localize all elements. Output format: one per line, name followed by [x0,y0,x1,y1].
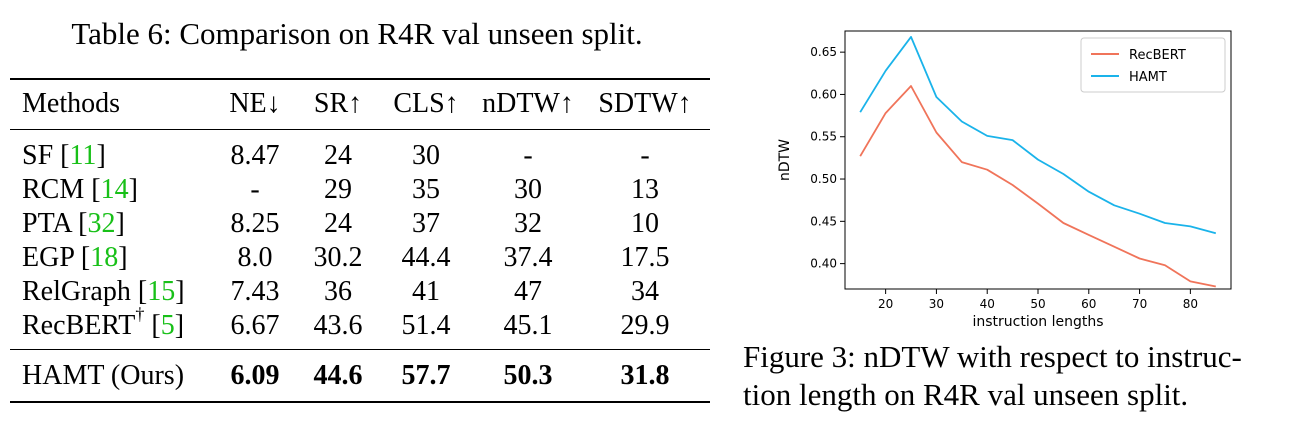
ndtw-value: 30 [514,174,542,205]
y-tick-label: 0.45 [810,214,837,228]
table-row: SF [11] 8.47 24 30 - - [10,138,710,174]
ne-value: 8.25 [230,208,280,239]
ndtw-value: - [523,140,533,171]
table-row: RelGraph [15] 7.43 36 41 47 34 [10,274,710,310]
sr-value: 44.6 [313,360,363,391]
ne-value: 8.0 [237,242,273,273]
ne-value: 6.67 [230,310,280,341]
header-ne: NE↓ [229,88,281,119]
y-tick-label: 0.55 [810,130,837,144]
results-table: Table 6: Comparison on R4R val unseen sp… [10,16,710,403]
ndtw-value: 32 [514,208,542,239]
table-row: RCM [14] - 29 35 30 13 [10,172,710,208]
table-mid-rule [10,349,710,350]
ne-value: - [250,174,260,205]
sdtw-value: 29.9 [620,310,670,341]
cls-value: 57.7 [401,360,451,391]
table-header-rule [10,129,710,130]
citation-link[interactable]: 11 [69,140,97,171]
cls-value: 37 [412,208,440,239]
table-header-row: Methods NE↓ SR↑ CLS↑ nDTW↑ SDTW↑ [10,86,710,122]
table-row: PTA [32] 8.25 24 37 32 10 [10,206,710,242]
method-name: RCM [14] [22,174,138,205]
header-methods: Methods [22,88,120,119]
figure-3: 20 30 40 50 60 70 80 0.40 0.45 0.50 0.55 0.60 0.65 in… [735,0,1312,425]
ndtw-value: 37.4 [503,242,553,273]
dagger-mark: † [135,304,145,324]
x-tick-label: 60 [1081,297,1096,311]
ne-value: 8.47 [230,140,280,171]
x-tick-label: 50 [1030,297,1045,311]
legend-label: RecBERT [1129,48,1186,63]
method-name: PTA [32] [22,208,125,239]
cls-value: 41 [412,276,440,307]
y-tick-label: 0.40 [810,257,837,271]
citation-link[interactable]: 32 [87,208,116,239]
sr-value: 29 [324,174,352,205]
table-row-ours: HAMT (Ours) 6.09 44.6 57.7 50.3 31.8 [10,358,710,394]
ndtw-value: 50.3 [503,360,553,391]
cls-value: 44.4 [401,242,451,273]
method-name: HAMT (Ours) [22,360,185,391]
method-name: EGP [18] [22,242,128,273]
citation-link[interactable]: 18 [90,242,119,273]
x-tick-label: 30 [929,297,944,311]
x-axis-label: instruction lengths [972,314,1103,330]
x-tick-label: 70 [1132,297,1147,311]
table-row: RecBERT† [5] 6.67 43.6 51.4 45.1 29.9 [10,304,710,344]
citation-link[interactable]: 15 [147,276,176,307]
cls-value: 35 [412,174,440,205]
header-sr: SR↑ [313,88,363,119]
series-line-recbert [859,85,1216,288]
ne-value: 6.09 [230,360,280,391]
sdtw-value: 31.8 [620,360,670,391]
method-name: SF [11] [22,140,106,171]
citation-link[interactable]: 5 [160,310,175,341]
figure-caption-line1: Figure 3: nDTW with respect to instruc- [743,339,1242,374]
ndtw-value: 45.1 [503,310,553,341]
method-name: RecBERT† [5] [22,304,185,341]
header-sdtw: SDTW↑ [598,88,692,119]
ndtw-value: 47 [514,276,542,307]
sr-value: 24 [324,208,352,239]
legend-box [1080,37,1226,93]
figure-caption: Figure 3: nDTW with respect to instruc- … [743,338,1303,414]
sr-value: 24 [324,140,352,171]
y-axis-label: nDTW [777,139,793,181]
x-tick-label: 40 [980,297,995,311]
x-tick-label: 80 [1183,297,1198,311]
method-name: RelGraph [15] [22,276,185,307]
sdtw-value: 34 [631,276,659,307]
ne-value: 7.43 [230,276,280,307]
legend-label: HAMT [1129,70,1167,85]
y-tick-label: 0.65 [810,45,837,59]
citation-link[interactable]: 14 [100,174,129,205]
y-tick-label: 0.60 [810,87,837,101]
sdtw-value: - [640,140,650,171]
sr-value: 30.2 [313,242,363,273]
sdtw-value: 10 [631,208,659,239]
table-bottom-rule [10,401,710,403]
sr-value: 36 [324,276,352,307]
header-ndtw: nDTW↑ [482,88,574,119]
series-line-hamt [859,36,1217,235]
y-tick-label: 0.50 [810,172,837,186]
cls-value: 51.4 [401,310,451,341]
sdtw-value: 17.5 [620,242,670,273]
header-cls: CLS↑ [393,88,459,119]
cls-value: 30 [412,140,440,171]
sdtw-value: 13 [631,174,659,205]
table-top-rule [10,78,710,80]
x-tick-label: 20 [878,297,893,311]
figure-caption-line2: tion length on R4R val unseen split. [743,377,1189,412]
table-caption: Table 6: Comparison on R4R val unseen sp… [71,16,643,51]
sr-value: 43.6 [313,310,363,341]
ndtw-line-chart: 20 30 40 50 60 70 80 0.40 0.45 0.50 0.55 0.60 0.65 in… [777,30,1232,330]
table-row: EGP [18] 8.0 30.2 44.4 37.4 17.5 [10,240,710,276]
